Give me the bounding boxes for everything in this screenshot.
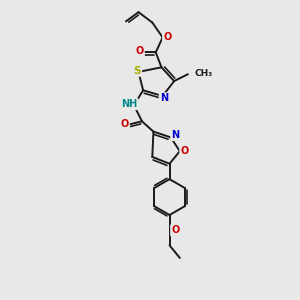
- Text: CH₃: CH₃: [195, 69, 213, 78]
- Text: N: N: [171, 130, 179, 140]
- Text: O: O: [136, 46, 144, 56]
- Text: S: S: [134, 66, 141, 76]
- Text: N: N: [160, 93, 168, 103]
- Text: O: O: [163, 32, 171, 42]
- Text: O: O: [171, 225, 179, 236]
- Text: NH: NH: [121, 99, 137, 109]
- Text: O: O: [121, 118, 129, 129]
- Text: O: O: [180, 146, 189, 156]
